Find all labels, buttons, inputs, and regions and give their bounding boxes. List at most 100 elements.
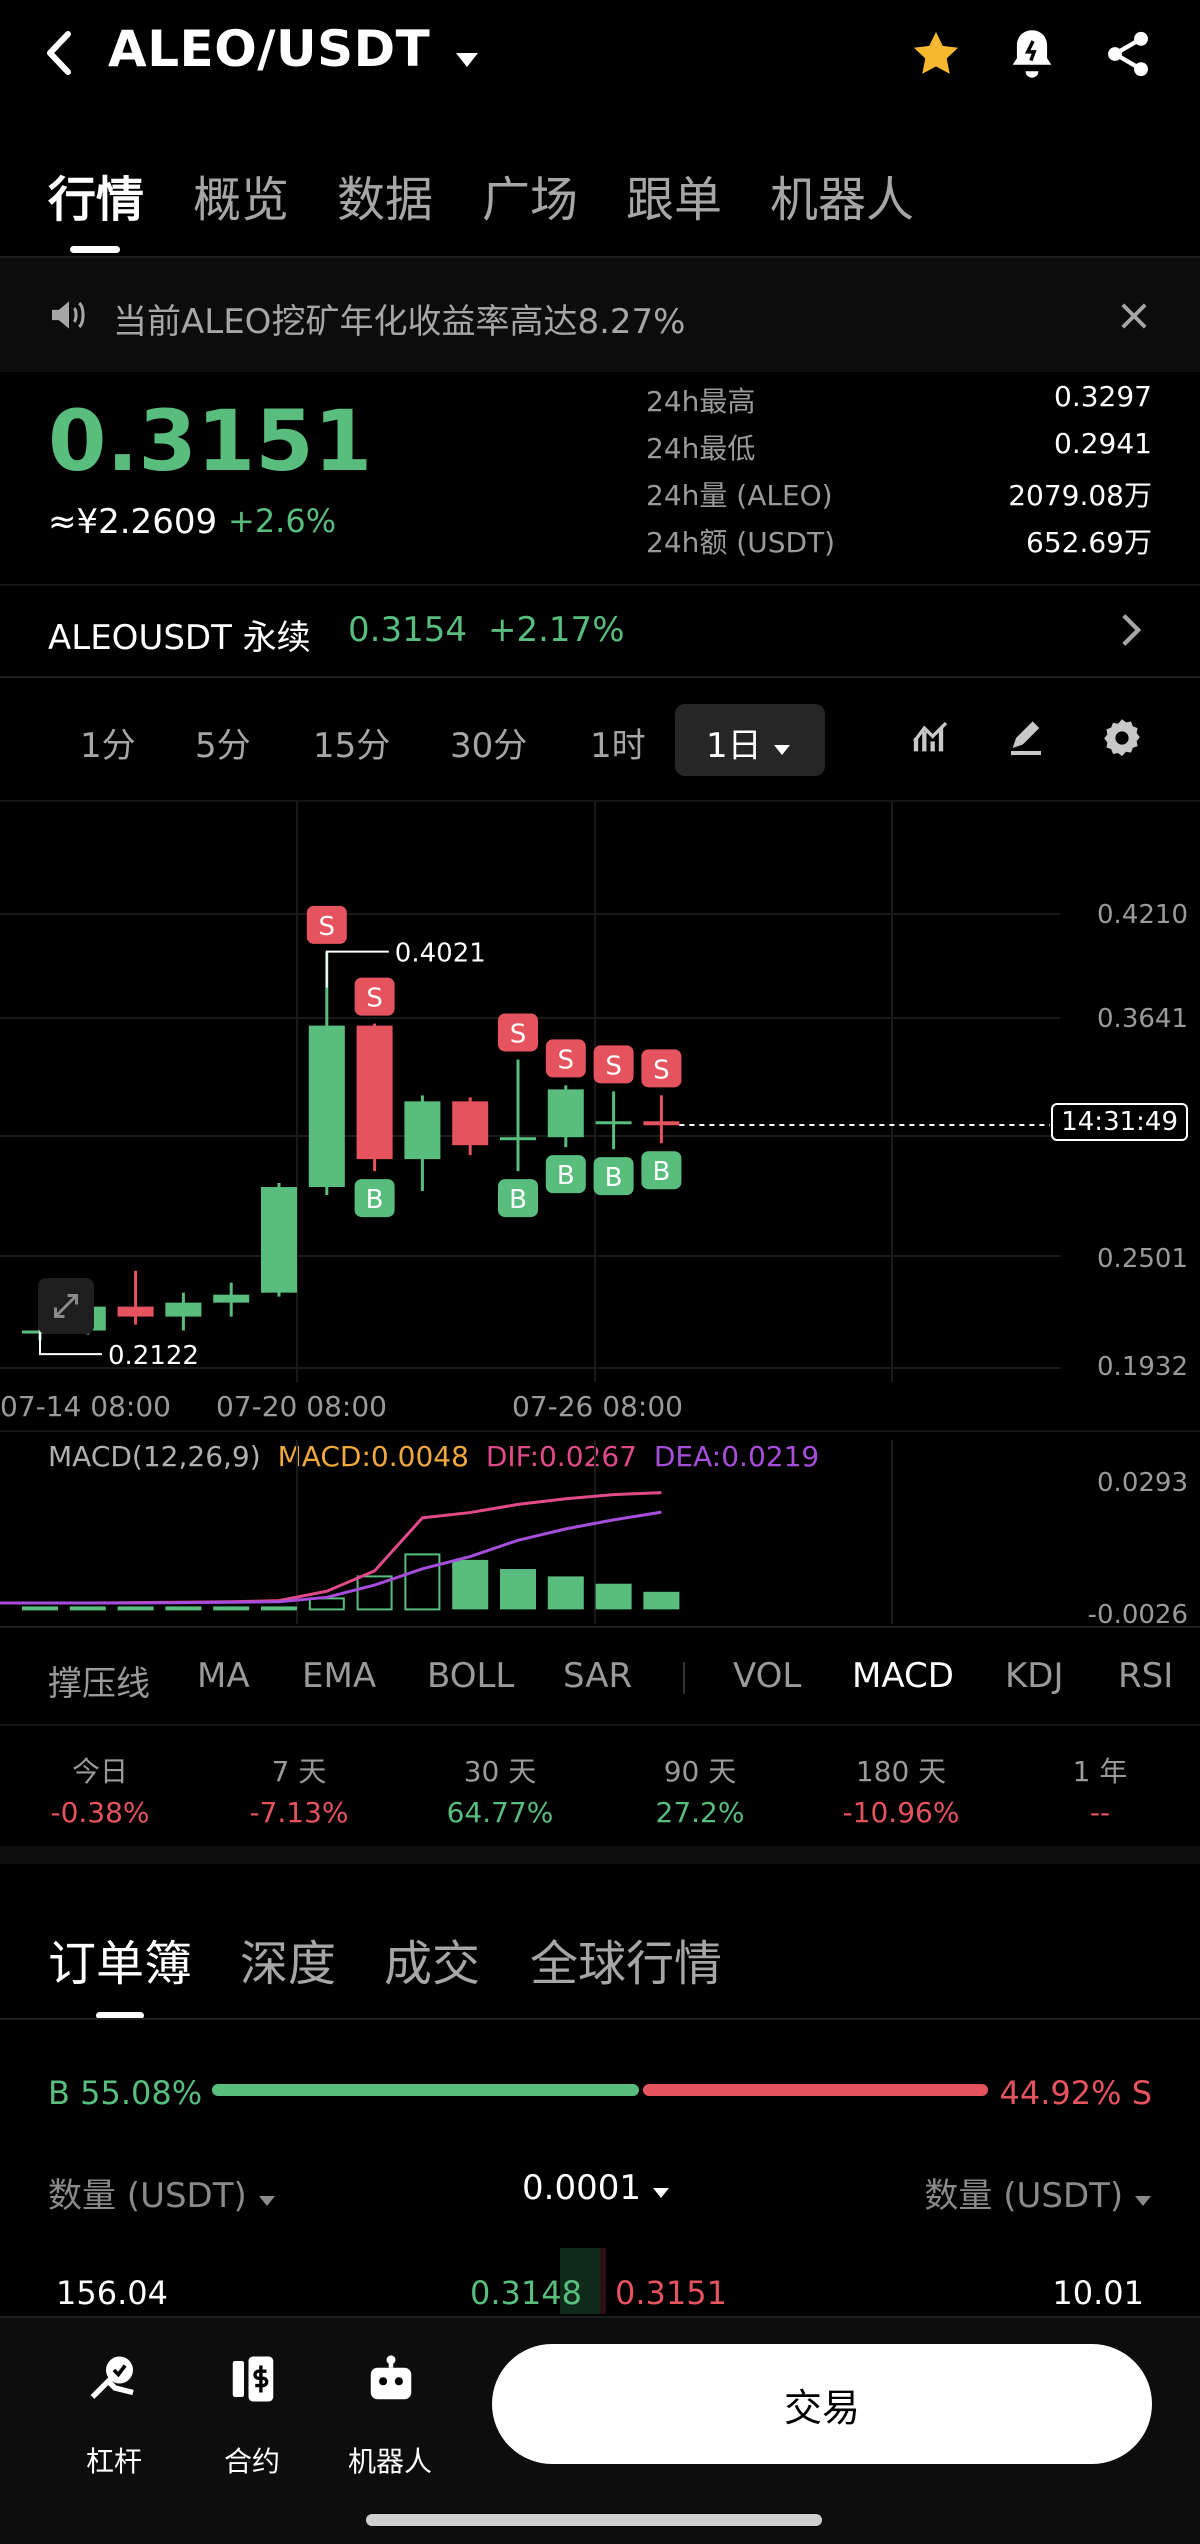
tab-market[interactable]: 行情	[48, 172, 145, 228]
indicator-boll[interactable]: BOLL	[427, 1656, 515, 1696]
tab-global-market[interactable]: 全球行情	[530, 1936, 723, 1992]
home-indicator	[366, 2514, 822, 2526]
stat-value: 652.69万	[1026, 526, 1152, 559]
star-icon[interactable]	[908, 26, 964, 86]
tab-data[interactable]: 数据	[337, 172, 434, 228]
back-icon[interactable]	[40, 28, 80, 78]
indicator-sr[interactable]: 撑压线	[48, 1664, 150, 1704]
perf-label: 90 天	[663, 1755, 737, 1788]
indicator-macd[interactable]: MACD	[852, 1656, 954, 1696]
buy-signal-badge[interactable]: B	[498, 1179, 538, 1218]
candle-body	[213, 1294, 250, 1303]
y-axis-label: 0.3641	[1097, 1004, 1188, 1034]
perpetual-change: +2.17%	[488, 610, 625, 650]
macd-histogram-bar	[165, 1606, 202, 1611]
interval-1d[interactable]: 1日	[706, 718, 792, 767]
indicator-kdj[interactable]: KDJ	[1005, 1656, 1064, 1696]
dea-line	[0, 1510, 662, 1605]
gear-icon[interactable]	[1100, 716, 1144, 764]
macd-value: MACD:0.0048	[277, 1440, 469, 1473]
x-axis-label: 07-20 08:00	[216, 1390, 387, 1423]
bots-nav-label: 机器人	[347, 2445, 432, 2478]
bots-nav[interactable]	[330, 2346, 450, 2496]
indicator-sar[interactable]: SAR	[563, 1656, 633, 1696]
sell-signal-badge[interactable]: S	[354, 977, 395, 1016]
pair-selector[interactable]: ALEO/USDT	[108, 20, 480, 82]
buy-signal-badge[interactable]: B	[593, 1157, 634, 1196]
margin-nav[interactable]	[54, 2346, 174, 2496]
alert-bell-icon[interactable]	[1006, 26, 1058, 86]
buy-signal-badge[interactable]: B	[354, 1179, 395, 1218]
candle-body	[500, 1137, 536, 1141]
expand-icon[interactable]	[38, 1278, 94, 1334]
share-icon[interactable]	[1102, 28, 1154, 84]
dea-value: DEA:0.0219	[653, 1440, 820, 1473]
section-gap	[0, 1846, 1200, 1864]
sell-signal-badge[interactable]: S	[545, 1039, 586, 1078]
chevron-right-icon[interactable]	[1120, 612, 1142, 652]
ratio-bar-buy	[212, 2084, 640, 2096]
col-qty-left[interactable]: 数量 (USDT)	[48, 2168, 276, 2217]
tab-active-indicator	[96, 2012, 144, 2019]
tab-bots[interactable]: 机器人	[770, 172, 915, 228]
interval-30m[interactable]: 30分	[450, 726, 528, 766]
stat-label: 24h最低	[646, 432, 756, 465]
bid-depth-bar	[560, 2248, 600, 2314]
col-qty-right[interactable]: 数量 (USDT)	[924, 2168, 1152, 2217]
interval-1h[interactable]: 1时	[590, 726, 646, 766]
precision-select[interactable]: 0.0001	[522, 2168, 670, 2208]
sell-ratio: 44.92% S	[999, 2074, 1153, 2112]
trade-button[interactable]: 交易	[492, 2344, 1152, 2464]
tab-orderbook[interactable]: 订单簿	[48, 1936, 193, 1992]
sell-signal-badge[interactable]: S	[306, 905, 347, 944]
divider	[0, 584, 1200, 586]
interval-5m[interactable]: 5分	[195, 726, 251, 766]
indicator-rsi[interactable]: RSI	[1118, 1656, 1174, 1696]
indicator-vol[interactable]: VOL	[733, 1656, 802, 1696]
interval-15m[interactable]: 15分	[313, 726, 391, 766]
interval-1m[interactable]: 1分	[80, 726, 136, 766]
svg-text:B: B	[605, 1163, 623, 1193]
futures-nav[interactable]	[192, 2346, 312, 2496]
draw-pencil-icon[interactable]	[1006, 718, 1046, 762]
divider	[0, 256, 1200, 258]
tab-copytrade[interactable]: 跟单	[626, 172, 723, 228]
perf-label: 180 天	[855, 1755, 947, 1788]
macd-histogram-bar	[356, 1575, 393, 1611]
candle-body	[595, 1121, 632, 1125]
divider	[0, 800, 1200, 802]
indicator-ema[interactable]: EMA	[302, 1656, 377, 1696]
divider	[0, 1724, 1200, 1726]
candle-body	[165, 1302, 202, 1317]
perf-label: 7 天	[271, 1755, 327, 1788]
tab-trades[interactable]: 成交	[384, 1936, 481, 1992]
macd-histogram-bar	[22, 1606, 58, 1611]
macd-y-label: 0.0293	[1097, 1468, 1188, 1498]
stat-label: 24h量 (ALEO)	[646, 479, 833, 512]
ask-price[interactable]: 0.3151	[615, 2274, 727, 2312]
macd-histogram-bar	[547, 1576, 584, 1610]
sell-signal-badge[interactable]: S	[641, 1049, 682, 1088]
macd-histogram-bar	[69, 1606, 106, 1611]
buy-signal-badge[interactable]: B	[641, 1151, 682, 1190]
sell-signal-badge[interactable]: S	[498, 1013, 538, 1052]
chevron-down-icon	[454, 24, 480, 82]
buy-signal-badge[interactable]: B	[545, 1155, 586, 1194]
svg-text:S: S	[558, 1045, 575, 1075]
indicator-separator	[683, 1662, 685, 1694]
stat-value: 0.3297	[1054, 380, 1152, 413]
interval-active-bg	[675, 704, 825, 776]
tab-square[interactable]: 广场	[482, 172, 579, 228]
candle-body	[643, 1121, 680, 1126]
indicator-icon[interactable]	[910, 718, 952, 762]
close-icon[interactable]	[1118, 300, 1150, 336]
indicator-ma[interactable]: MA	[197, 1656, 250, 1696]
bid-price[interactable]: 0.3148	[470, 2274, 582, 2312]
buy-ratio: B 55.08%	[48, 2074, 203, 2112]
tab-depth[interactable]: 深度	[240, 1936, 337, 1992]
sell-signal-badge[interactable]: S	[593, 1045, 634, 1084]
tab-overview[interactable]: 概览	[193, 172, 290, 228]
dif-value: DIF:0.0267	[485, 1440, 637, 1473]
perf-label: 30 天	[463, 1755, 537, 1788]
